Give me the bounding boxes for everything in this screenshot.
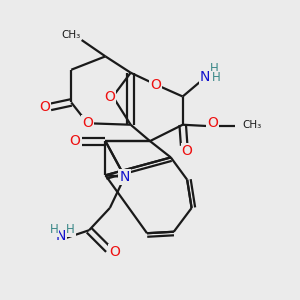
Text: O: O bbox=[104, 89, 115, 103]
Text: H: H bbox=[50, 223, 58, 236]
Text: O: O bbox=[70, 134, 80, 148]
Text: O: O bbox=[151, 78, 161, 92]
Text: O: O bbox=[207, 116, 218, 130]
Text: CH₃: CH₃ bbox=[242, 120, 261, 130]
Text: N: N bbox=[56, 229, 66, 243]
Text: CH₃: CH₃ bbox=[61, 30, 81, 40]
Text: N: N bbox=[200, 70, 210, 84]
Text: N: N bbox=[119, 170, 130, 184]
Text: O: O bbox=[39, 100, 50, 114]
Text: O: O bbox=[82, 116, 93, 130]
Text: H: H bbox=[212, 71, 221, 84]
Text: H: H bbox=[210, 62, 219, 75]
Text: O: O bbox=[182, 144, 193, 158]
Text: H: H bbox=[66, 223, 75, 236]
Text: O: O bbox=[109, 245, 120, 259]
